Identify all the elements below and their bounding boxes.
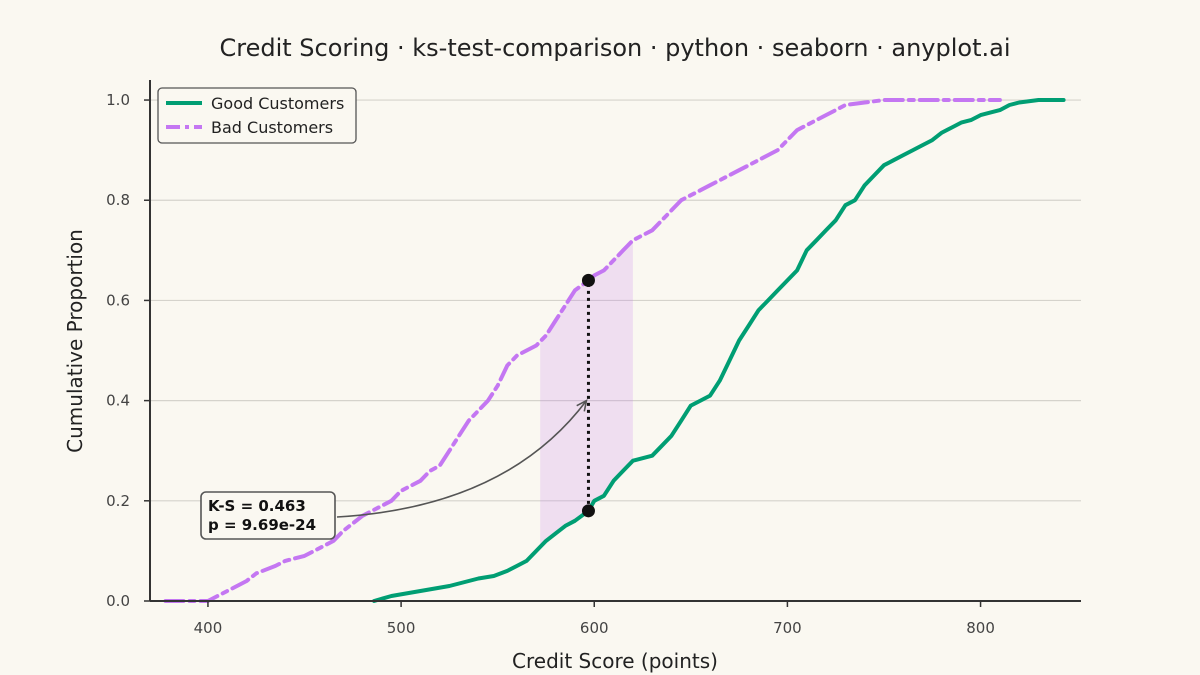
ks-region-band: [540, 240, 633, 547]
ks-point-lower: [581, 504, 595, 518]
ks-annotation: K-S = 0.463 p = 9.69e-24: [200, 399, 588, 540]
x-tick-label: 700: [773, 619, 802, 637]
chart-title: Credit Scoring · ks-test-comparison · py…: [219, 34, 1010, 62]
y-tick-label: 0.8: [106, 191, 130, 209]
series-layer: [163, 98, 1066, 603]
x-axis-label: Credit Score (points): [512, 649, 718, 673]
ks-statistic-layer: [581, 273, 595, 518]
ks-band-layer: [540, 240, 633, 547]
legend: Good Customers Bad Customers: [157, 87, 357, 144]
series-line-bad-customers: [163, 98, 1002, 603]
x-tick-label: 400: [194, 619, 223, 637]
legend-label-good: Good Customers: [211, 94, 344, 113]
y-tick-label: 0.4: [106, 392, 130, 410]
x-tick-label: 600: [580, 619, 609, 637]
y-tick-label: 0.0: [106, 592, 130, 610]
x-tick-label: 800: [966, 619, 995, 637]
annotation-p-text: p = 9.69e-24: [208, 516, 316, 534]
legend-label-bad: Bad Customers: [211, 118, 333, 137]
y-axis-label: Cumulative Proportion: [63, 229, 87, 453]
x-tick-label: 500: [387, 619, 416, 637]
ticks-layer: 0.0 0.2 0.4 0.6 0.8 1.0 400 500 600 700 800: [106, 91, 995, 637]
series-line-good-customers: [372, 98, 1066, 603]
annotation-arrowhead: [576, 399, 588, 412]
y-tick-label: 1.0: [106, 91, 130, 109]
y-tick-label: 0.6: [106, 291, 130, 309]
annotation-ks-text: K-S = 0.463: [208, 497, 306, 515]
legend-box: [157, 87, 357, 144]
axes: [149, 80, 1081, 602]
y-tick-label: 0.2: [106, 492, 130, 510]
annotation-arrow: [336, 400, 588, 518]
ks-point-upper: [581, 273, 595, 287]
annotation-box: [200, 491, 336, 540]
